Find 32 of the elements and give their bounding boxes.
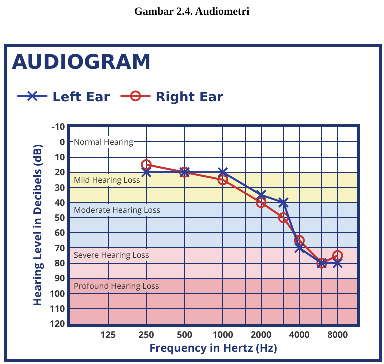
- legend-label: Left Ear: [52, 90, 111, 106]
- band-label: Moderate Hearing Loss: [74, 205, 161, 216]
- y-tick-label: 100: [50, 286, 66, 300]
- x-tick-label: 500: [177, 328, 193, 341]
- x-tick-label: 125: [100, 328, 116, 341]
- y-axis-title: Hearing Level in Decibels (dB): [30, 144, 46, 306]
- chart-subtitle: AUDIOGRAM: [12, 50, 152, 74]
- y-tick-label: 40: [54, 196, 66, 209]
- y-tick-label: 30: [54, 180, 66, 194]
- y-tick-label: 60: [54, 226, 66, 240]
- x-tick-label: 4000: [289, 328, 310, 341]
- y-tick-label: -10: [52, 120, 66, 134]
- chart-title: Gambar 2.4. Audiometri: [133, 6, 251, 18]
- annotation: Normal Hearing: [74, 137, 134, 148]
- y-tick-label: 110: [50, 302, 66, 315]
- x-axis-title: Frequency in Hertz (Hz): [150, 340, 278, 356]
- x-tick-label: 2000: [251, 328, 272, 341]
- y-tick-label: 70: [54, 241, 66, 254]
- y-tick-label: 0: [60, 135, 66, 148]
- y-tick-label: 20: [54, 166, 66, 179]
- legend-label: Right Ear: [156, 90, 224, 106]
- band-label: Severe Hearing Loss: [74, 250, 150, 261]
- y-tick-label: 10: [54, 150, 66, 164]
- band-label: Profound Hearing Loss: [74, 281, 160, 292]
- y-tick-label: 120: [50, 317, 66, 330]
- x-tick-label: 250: [138, 328, 154, 341]
- y-tick-label: 50: [54, 211, 66, 224]
- y-tick-label: 90: [54, 272, 66, 285]
- band-label: Mild Hearing Loss: [74, 175, 140, 186]
- y-tick-label: 80: [54, 256, 66, 270]
- x-tick-label: 1000: [212, 328, 234, 341]
- x-tick-label: 8000: [328, 328, 348, 341]
